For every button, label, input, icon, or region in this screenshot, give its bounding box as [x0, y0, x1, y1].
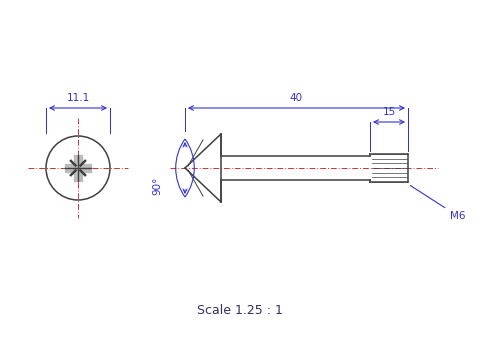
Text: 40: 40	[290, 93, 303, 103]
Text: 15: 15	[382, 107, 396, 117]
Polygon shape	[74, 155, 82, 181]
Text: Scale 1.25 : 1: Scale 1.25 : 1	[197, 303, 283, 316]
Text: 90°: 90°	[152, 177, 162, 195]
Text: 11.1: 11.1	[66, 93, 90, 103]
Text: M6: M6	[410, 186, 466, 221]
Polygon shape	[65, 164, 91, 172]
